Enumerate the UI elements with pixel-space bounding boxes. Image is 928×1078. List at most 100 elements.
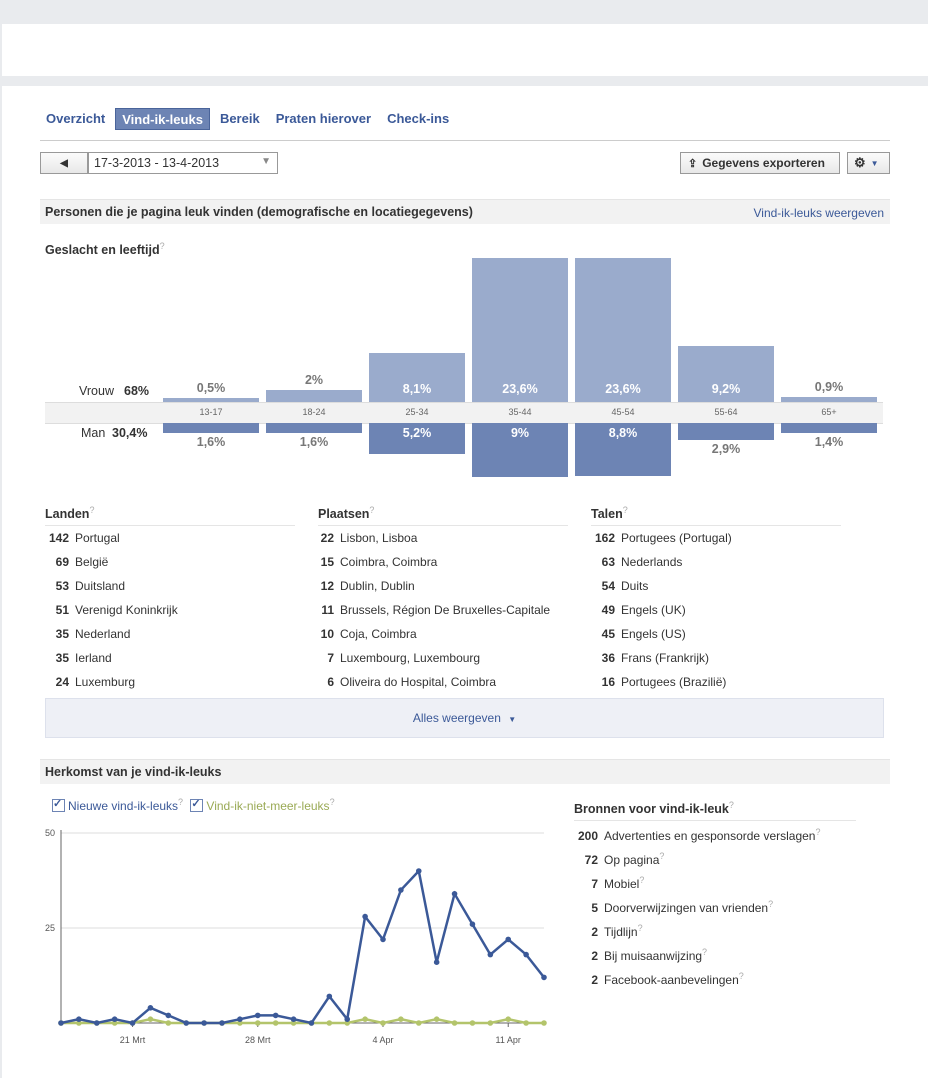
country-row: 35 Ierland [45, 651, 112, 665]
help-icon[interactable]: ? [815, 827, 821, 837]
city-row-count: 22 [320, 531, 334, 545]
help-icon[interactable]: ? [178, 797, 184, 807]
city-row-label: Lisbon, Lisboa [340, 531, 418, 545]
city-row: 12 Dublin, Dublin [310, 579, 415, 593]
unlikes-point [433, 1016, 440, 1022]
demographics-header: Personen die je pagina leuk vinden (demo… [40, 199, 890, 224]
gender-age-title-text: Geslacht en leeftijd [45, 243, 160, 258]
country-row-label: België [75, 555, 109, 569]
new-likes-toggle[interactable]: Nieuwe vind-ik-leuks? [52, 797, 184, 813]
help-icon[interactable]: ? [659, 851, 665, 861]
language-row-label: Frans (Frankrijk) [621, 651, 710, 665]
language-row: 45 Engels (US) [591, 627, 686, 641]
help-icon[interactable]: ? [159, 241, 165, 251]
language-row-count: 36 [601, 651, 615, 665]
source-row: 2 Tijdlijn? [572, 923, 643, 939]
checkbox-unlikes[interactable] [190, 797, 204, 812]
country-row: 24 Luxemburg [45, 675, 135, 689]
x-tick-label: 28 Mrt [245, 1035, 271, 1045]
country-row-count: 24 [55, 675, 69, 689]
unlikes-point [451, 1020, 458, 1026]
city-row-count: 12 [320, 579, 334, 593]
source-row-count: 2 [591, 973, 598, 987]
new-likes-point [272, 1012, 279, 1019]
likes-line-chart: 50 25 21 Mrt 28 Mrt 4 Apr 11 Apr [45, 828, 547, 1045]
language-row-count: 16 [601, 675, 615, 689]
new-likes-point [541, 974, 547, 981]
language-row: 54 Duits [591, 579, 649, 593]
languages-header: Talen? [591, 505, 841, 527]
source-row: 2 Facebook-aanbevelingen? [572, 971, 744, 987]
sources-title: Bronnen voor vind-ik-leuk [574, 802, 729, 817]
new-likes-point [380, 936, 386, 943]
help-icon[interactable]: ? [637, 923, 643, 933]
source-row-count: 72 [584, 853, 598, 867]
new-likes-point [237, 1016, 243, 1022]
view-likes-link[interactable]: Vind-ik-leuks weergeven [753, 206, 884, 220]
language-row-label: Portugees (Portugal) [621, 531, 732, 545]
section-title: Personen die je pagina leuk vinden (demo… [45, 205, 473, 219]
country-row-count: 51 [55, 603, 69, 617]
help-icon[interactable]: ? [89, 505, 95, 515]
help-icon[interactable]: ? [329, 797, 335, 807]
language-row-count: 45 [601, 627, 615, 641]
city-row-label: Luxembourg, Luxembourg [340, 651, 481, 665]
help-icon[interactable]: ? [738, 971, 744, 981]
unlikes-point [505, 1016, 512, 1022]
help-icon[interactable]: ? [728, 800, 734, 810]
city-row-count: 7 [327, 651, 334, 665]
country-row: 35 Nederland [45, 627, 131, 641]
source-row-label: Doorverwijzingen van vrienden [604, 901, 769, 915]
chevron-down-icon: ▼ [261, 156, 271, 167]
language-row-label: Duits [621, 579, 649, 593]
city-row-label: Brussels, Région De Bruxelles-Capitale [340, 603, 551, 617]
country-row-label: Ierland [75, 651, 112, 665]
help-icon[interactable]: ? [768, 899, 774, 909]
country-row-label: Luxemburg [75, 675, 136, 689]
top-bar [0, 0, 928, 24]
new-likes-point [362, 913, 368, 920]
source-row-label: Mobiel [604, 877, 640, 891]
tab-overview[interactable]: Overzicht [46, 111, 106, 126]
new-likes-point [183, 1020, 190, 1026]
tab-reach[interactable]: Bereik [219, 111, 260, 126]
export-data-button[interactable]: ⇪ Gegevens exporteren [680, 152, 840, 174]
tab-likes[interactable]: Vind-ik-leuks [115, 108, 210, 130]
unlikes-toggle[interactable]: Vind-ik-niet-meer-leuks? [190, 797, 335, 813]
previous-period-button[interactable]: ◀ [40, 152, 88, 174]
language-row-label: Nederlands [621, 555, 683, 569]
country-row-count: 35 [55, 627, 69, 641]
languages-title: Talen [591, 507, 623, 522]
new-likes-line [60, 868, 545, 1025]
y-tick-label: 50 [45, 828, 55, 838]
new-likes-point [487, 951, 494, 958]
new-likes-point [111, 1016, 118, 1022]
unlikes-point [362, 1016, 368, 1022]
country-row-count: 142 [48, 531, 69, 545]
city-row-label: Oliveira do Hospital, Coimbra [340, 675, 497, 689]
chevron-down-icon: ▼ [508, 715, 517, 724]
new-likes-point [165, 1012, 172, 1019]
header-area [2, 24, 928, 76]
country-row-count: 35 [55, 651, 69, 665]
help-icon[interactable]: ? [702, 947, 708, 957]
x-tick-label: 21 Mrt [120, 1035, 146, 1045]
help-icon[interactable]: ? [639, 875, 645, 885]
unlikes-point [147, 1016, 154, 1022]
source-row: 200 Advertenties en gesponsorde verslagen… [572, 827, 821, 843]
date-range-selector[interactable]: 17-3-2013 - 13-4-2013 ▼ [88, 152, 278, 174]
show-all-bar[interactable]: Alles weergeven ▼ [45, 698, 884, 738]
tab-divider [40, 140, 890, 141]
show-all-link[interactable]: Alles weergeven [412, 711, 501, 725]
countries-title: Landen [45, 507, 90, 522]
unlikes-point [380, 1020, 386, 1026]
source-row: 72 Op pagina? [572, 851, 665, 867]
city-row-label: Dublin, Dublin [340, 579, 415, 593]
help-icon[interactable]: ? [369, 505, 375, 515]
tab-check-ins[interactable]: Check-ins [387, 111, 450, 126]
tab-talking-about[interactable]: Praten hierover [275, 111, 372, 126]
settings-button[interactable]: ⚙ ▼ [847, 152, 890, 174]
checkbox-new-likes[interactable] [52, 797, 65, 812]
city-row: 15 Coimbra, Coimbra [310, 555, 438, 569]
help-icon[interactable]: ? [622, 505, 628, 515]
